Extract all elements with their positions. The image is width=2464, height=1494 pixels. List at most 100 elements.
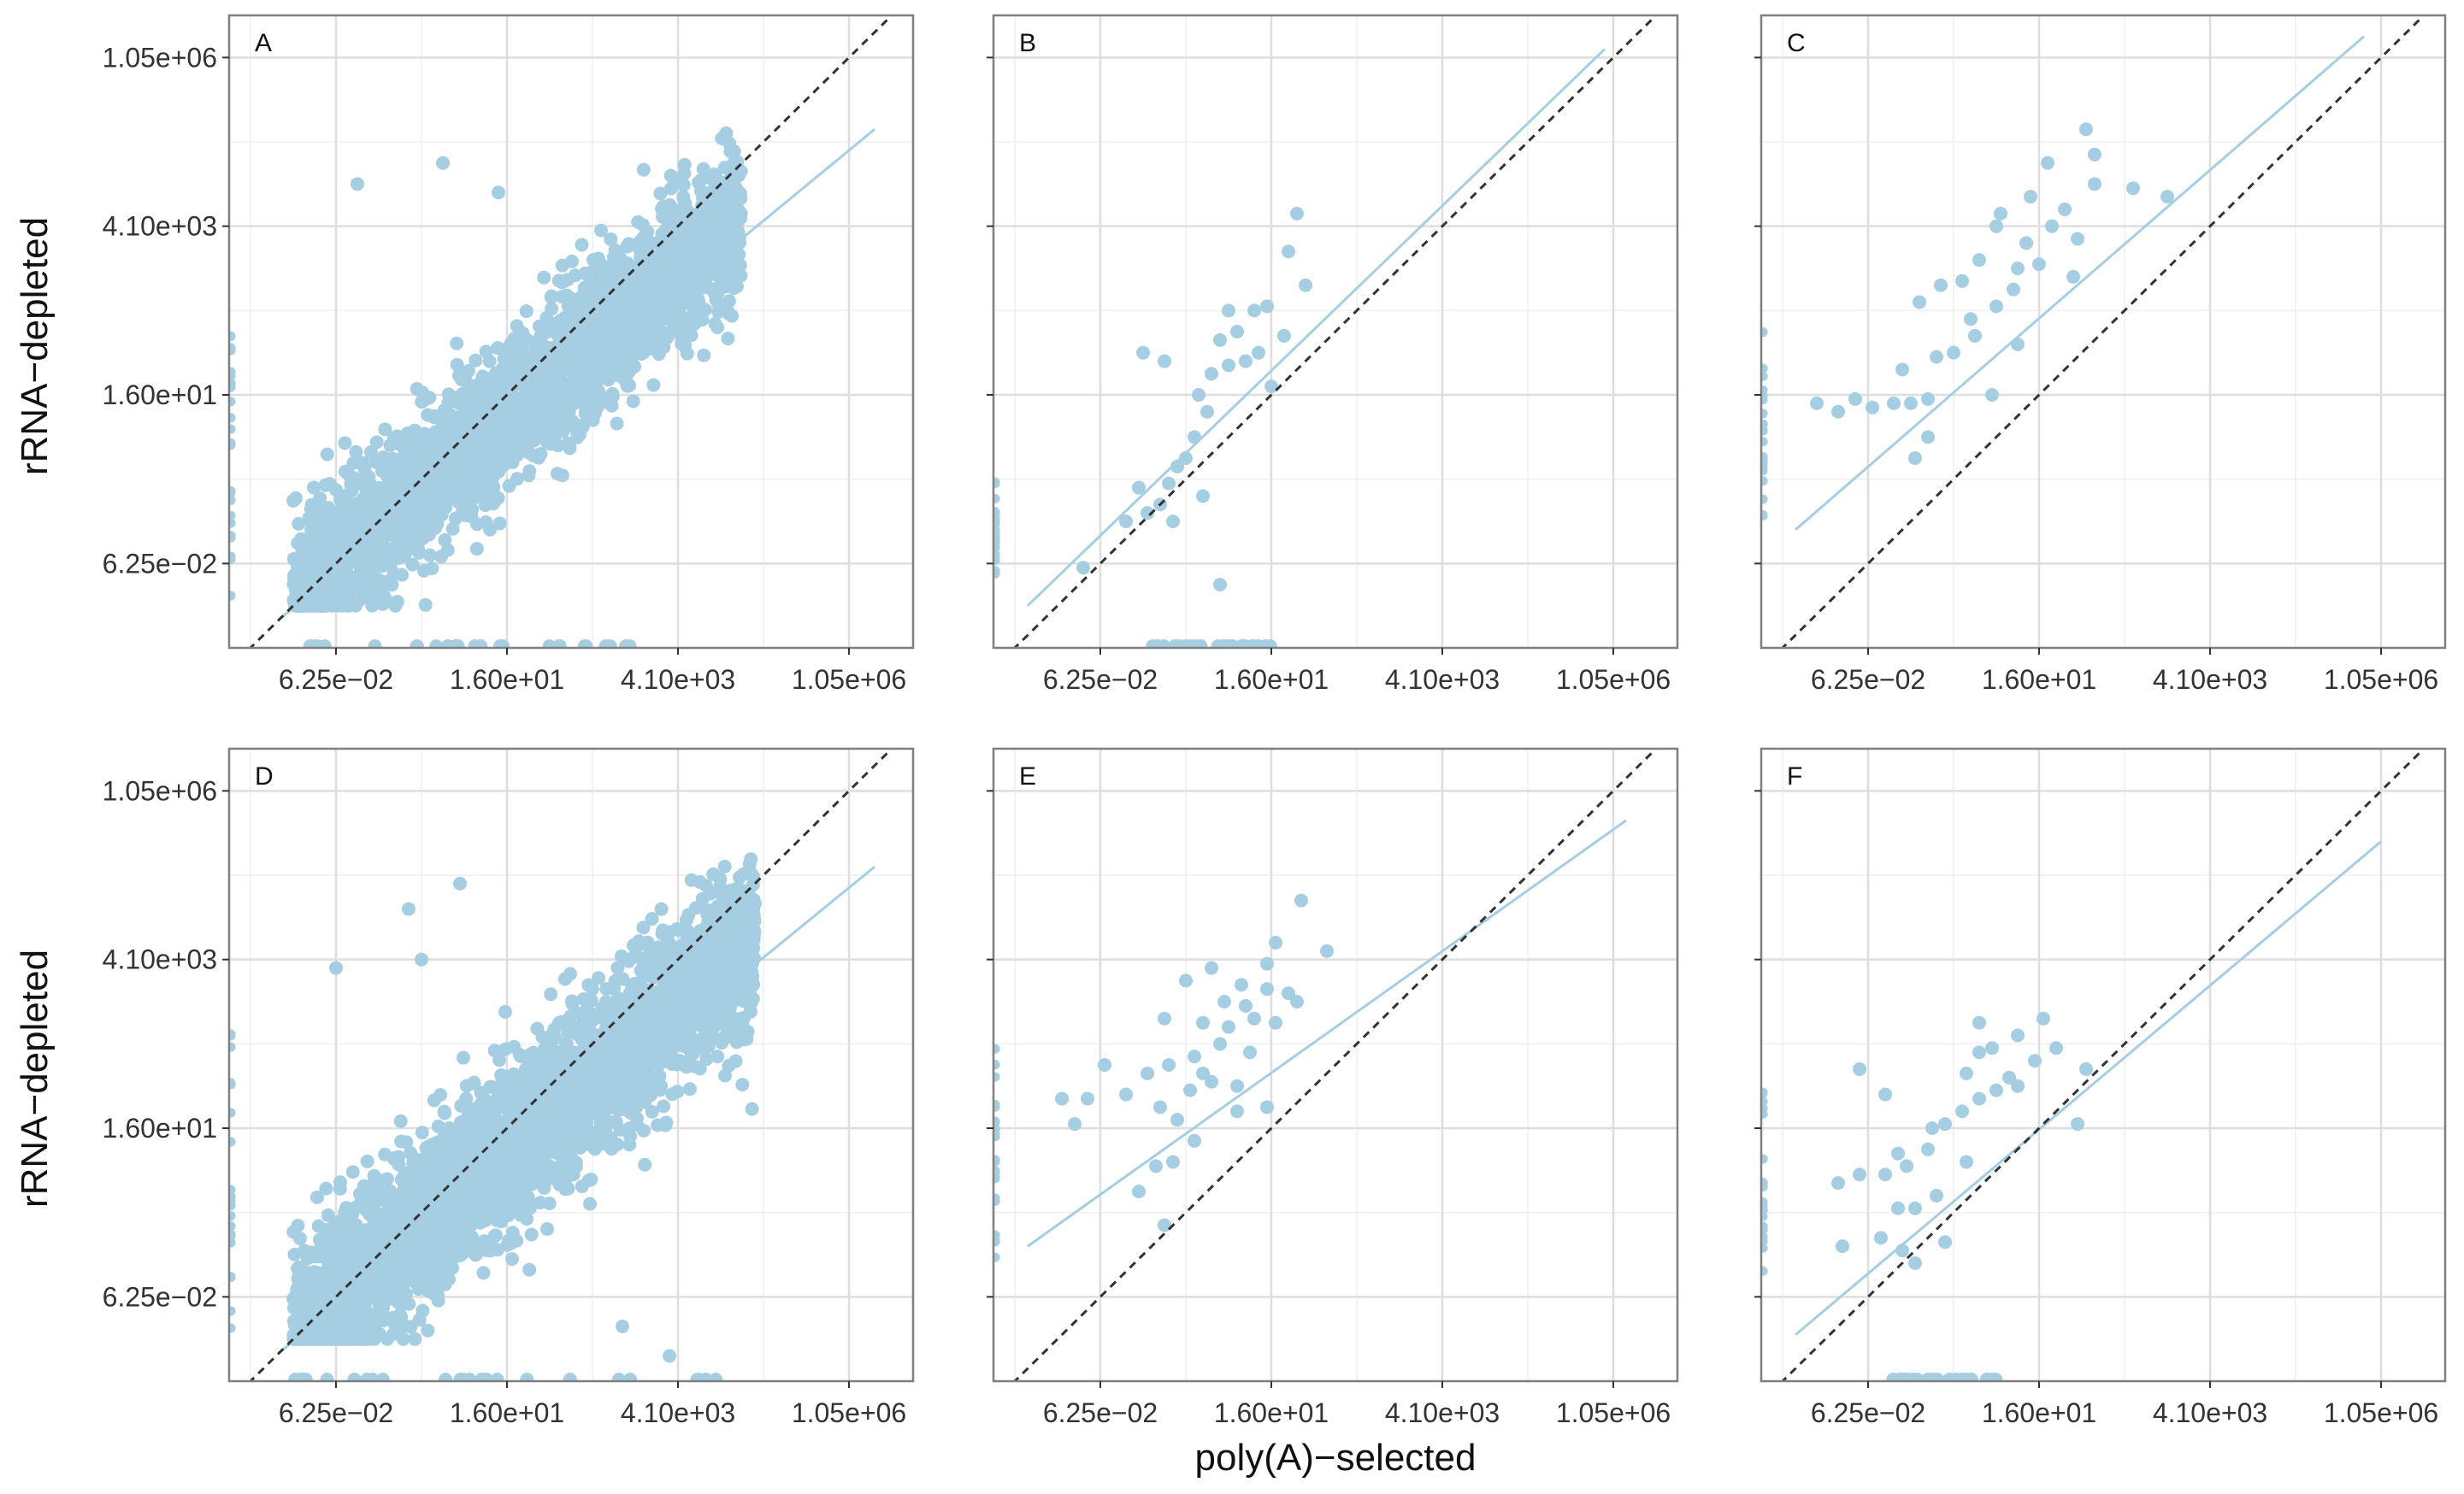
data-point (587, 338, 601, 352)
data-point (338, 436, 352, 450)
data-point (293, 558, 308, 573)
data-point (1887, 396, 1901, 410)
data-point (555, 468, 569, 483)
data-point (498, 1004, 512, 1019)
identity-line (1012, 15, 1659, 648)
data-point (1260, 299, 1274, 314)
data-point (357, 559, 372, 573)
data-point (619, 359, 634, 374)
data-point (587, 406, 602, 421)
data-point (1222, 303, 1235, 318)
data-point (444, 435, 458, 450)
data-point (560, 311, 575, 326)
zero-strip-point-x (439, 1373, 453, 1381)
data-point (507, 393, 522, 408)
data-point (2011, 262, 2025, 275)
zero-strip-point-y (993, 538, 1000, 548)
fit-line (1026, 48, 1606, 607)
data-point (610, 416, 624, 431)
data-point (478, 471, 492, 485)
data-point (725, 256, 740, 270)
data-point (472, 418, 486, 432)
zero-strip-point-x (552, 639, 567, 648)
data-point (682, 1082, 697, 1097)
data-point (462, 428, 476, 443)
data-point (706, 867, 721, 881)
data-point (710, 320, 725, 334)
zero-strip-point-x (1236, 639, 1251, 648)
data-point (450, 357, 464, 372)
data-point (468, 403, 482, 417)
data-point (499, 432, 514, 446)
data-point (561, 323, 575, 338)
data-point (1964, 312, 1978, 326)
data-point (483, 522, 498, 537)
data-point (365, 598, 380, 613)
zero-strip-point-y (229, 397, 236, 407)
data-point (341, 598, 356, 613)
data-point (487, 1044, 502, 1058)
data-point (1955, 274, 1969, 288)
zero-strip-point-y (229, 1238, 236, 1248)
zero-strip-point-x (1157, 639, 1171, 648)
data-point (445, 521, 460, 536)
data-point (710, 1050, 725, 1064)
zero-strip-point-y (993, 555, 1000, 566)
data-point (451, 422, 466, 437)
data-point (2041, 156, 2054, 170)
data-point (533, 422, 548, 437)
data-point (698, 303, 712, 317)
data-point (523, 378, 538, 392)
data-point (733, 870, 747, 885)
y-tick-label: 1.05e+06 (103, 42, 217, 73)
data-point (505, 355, 520, 369)
data-point (1158, 354, 1171, 368)
data-point (555, 258, 569, 273)
zero-strip-point-y (229, 1306, 236, 1316)
zero-strip-point-x (542, 639, 557, 648)
data-point (2160, 190, 2174, 204)
data-point (575, 345, 589, 360)
zero-strip-point-y (229, 1191, 236, 1202)
zero-strip-point-y (1761, 451, 1768, 462)
data-point (436, 409, 451, 424)
data-point (438, 1106, 452, 1120)
data-point (590, 274, 604, 288)
zero-strip-point-y (1761, 494, 1768, 504)
data-point (1239, 354, 1253, 368)
data-point (710, 203, 725, 217)
data-point (563, 384, 578, 398)
data-point (575, 238, 589, 252)
data-point (370, 484, 385, 498)
data-point (679, 327, 693, 342)
zero-strip-point-x (690, 1373, 704, 1381)
zero-strip-point-x (429, 639, 444, 648)
data-point (673, 296, 687, 310)
data-point (1277, 328, 1291, 343)
data-point (1132, 480, 1146, 495)
data-point (573, 318, 587, 332)
x-tick-label: 1.60e+01 (1214, 664, 1329, 695)
data-point (469, 353, 483, 368)
data-point (722, 277, 737, 291)
data-point (524, 1227, 539, 1242)
data-point (2079, 122, 2093, 137)
data-point (392, 487, 407, 502)
data-point (681, 219, 695, 233)
data-point (687, 305, 701, 320)
data-point (330, 519, 345, 533)
data-point (457, 412, 472, 426)
data-point (645, 912, 659, 926)
data-point (434, 550, 449, 564)
panel-D: D6.25e−02 1.60e+01 4.10e+03 1.05e+066.25e−0… (103, 747, 915, 1428)
zero-strip-point-y (1761, 510, 1768, 521)
zero-strip-point-x (1189, 639, 1204, 648)
zero-strip-point-y (993, 566, 1000, 576)
zero-strip-point-y (229, 1323, 236, 1333)
plot-area (993, 15, 1659, 648)
data-point (735, 1077, 750, 1091)
data-point (395, 568, 410, 582)
zero-strip-point-x (320, 1373, 334, 1381)
zero-strip-point-y (1761, 476, 1768, 486)
data-point (1989, 299, 2003, 314)
